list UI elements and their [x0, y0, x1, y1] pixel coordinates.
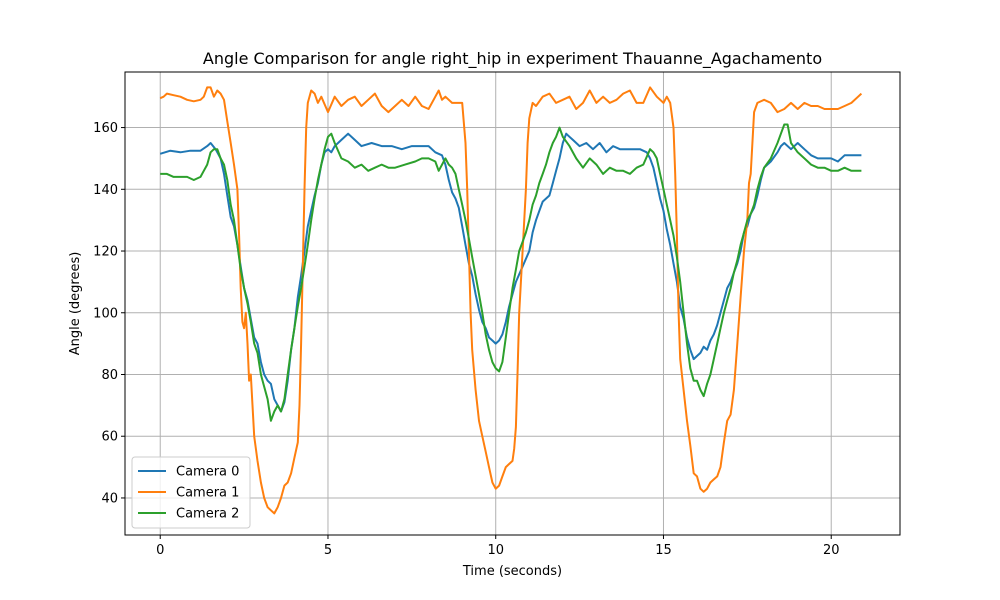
y-tick-label: 40 [101, 491, 118, 506]
y-tick-label: 60 [101, 430, 118, 445]
legend-items: Camera 0 Camera 1 Camera 2 [138, 465, 239, 522]
x-tick-label: 10 [487, 543, 504, 558]
series-line-camera-1 [159, 86, 863, 515]
chart-title: Angle Comparison for angle right_hip in … [203, 49, 822, 69]
x-axis-label: Time (seconds) [462, 564, 562, 579]
y-tick-label: 140 [93, 183, 118, 198]
axis-ticks: 0 5 10 15 20 40 60 80 100 120 140 160 [93, 121, 839, 558]
grid-lines [125, 72, 900, 535]
y-tick-label: 120 [93, 245, 118, 260]
legend-label: Camera 2 [176, 507, 239, 522]
series-lines [159, 86, 863, 515]
y-tick-label: 160 [93, 121, 118, 136]
x-tick-label: 0 [156, 543, 164, 558]
y-tick-label: 80 [101, 368, 118, 383]
legend-label: Camera 0 [176, 465, 239, 480]
legend: Camera 0 Camera 1 Camera 2 [131, 456, 251, 529]
y-axis-label: Angle (degrees) [68, 252, 83, 356]
y-tick-label: 100 [93, 306, 118, 321]
plot-frame [124, 71, 901, 536]
x-tick-label: 20 [823, 543, 840, 558]
series-line-camera-2 [160, 123, 862, 422]
x-tick-label: 5 [324, 543, 332, 558]
x-tick-label: 15 [655, 543, 672, 558]
legend-box [131, 456, 251, 529]
legend-label: Camera 1 [176, 486, 239, 501]
